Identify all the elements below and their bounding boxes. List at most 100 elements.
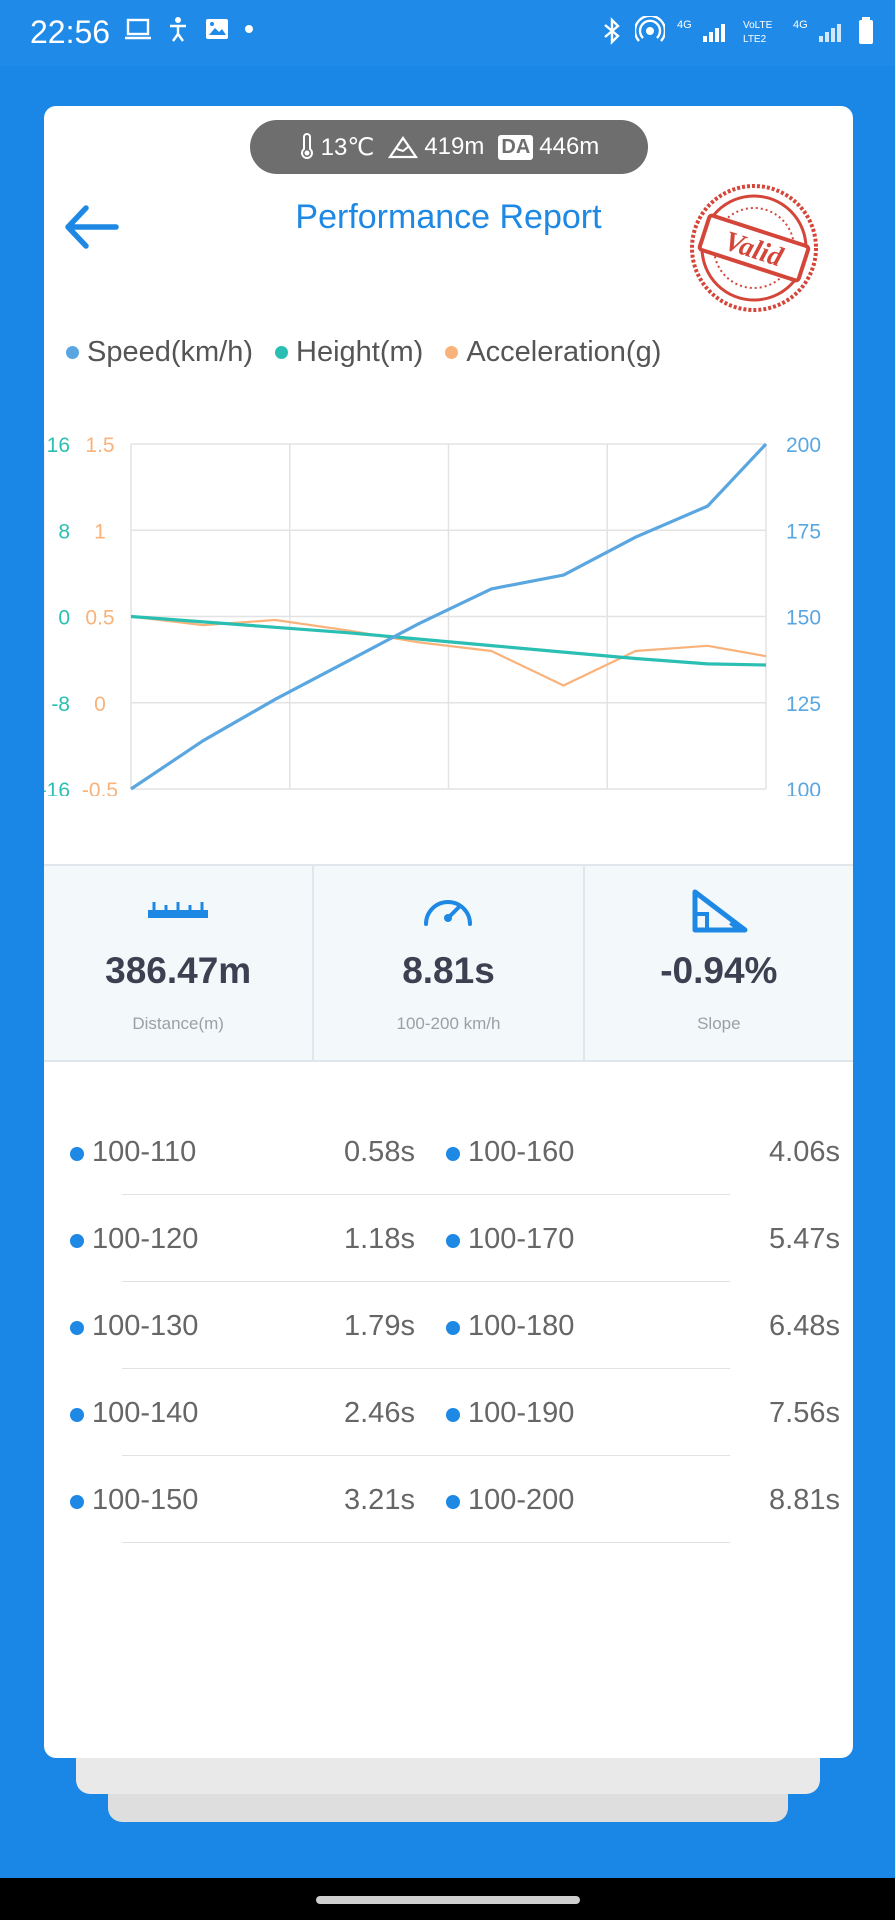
split-time: 1.18s — [344, 1223, 415, 1255]
bullet-icon — [446, 1147, 460, 1161]
valid-stamp-icon: Valid — [690, 184, 818, 312]
altitude-value: 419m — [424, 133, 485, 160]
density-altitude-value: 446m — [539, 133, 600, 160]
divider — [122, 1194, 730, 1195]
temperature-value: 13℃ — [320, 133, 375, 161]
split-range: 100-190 — [468, 1397, 575, 1429]
stat-distance: 386.47m Distance(m) — [44, 866, 312, 1060]
split-range: 100-200 — [468, 1484, 575, 1516]
dot-icon — [245, 25, 253, 33]
y-tick-acceleration: 0 — [94, 693, 106, 716]
y-tick-speed: 175 — [786, 520, 821, 543]
split-time: 5.47s — [769, 1223, 840, 1255]
series-line-height-m- — [130, 614, 767, 667]
legend-speed[interactable]: Speed(km/h) — [66, 336, 253, 369]
slope-icon — [692, 889, 748, 933]
report-card: 13℃ 419m DA 446m Performance Report Vali… — [44, 106, 853, 1758]
bullet-icon — [446, 1495, 460, 1509]
speedometer-icon — [424, 900, 473, 926]
split-time: 1.79s — [344, 1310, 415, 1342]
splits-list: 100-110 0.58s 100-160 4.06s 100-120 1.18… — [70, 1108, 840, 1543]
stat-time: 8.81s 100-200 km/h — [312, 866, 582, 1060]
bullet-icon — [70, 1234, 84, 1248]
bluetooth-icon — [604, 17, 620, 45]
split-range: 100-130 — [92, 1310, 199, 1342]
svg-text:4G: 4G — [677, 19, 692, 31]
weather-pill: 13℃ 419m DA 446m — [250, 120, 648, 174]
split-row: 100-150 3.21s 100-200 8.81s — [70, 1456, 840, 1543]
slope-value: -0.94% — [660, 950, 778, 991]
bullet-icon — [70, 1147, 84, 1161]
back-button[interactable] — [58, 194, 124, 260]
divider — [122, 1368, 730, 1369]
accessibility-icon — [170, 17, 186, 42]
split-range: 100-120 — [92, 1223, 199, 1255]
performance-chart: 16 8 0 -8 -16 1.5 1 0.5 0 -0.5 200 175 150 125 100 — [44, 434, 821, 796]
split-range: 100-140 — [92, 1397, 199, 1429]
page-title: Performance Report — [295, 198, 602, 236]
series-line-speed-km-h- — [130, 442, 768, 791]
battery-icon — [859, 17, 873, 44]
distance-value: 386.47m — [105, 950, 252, 991]
stats-band: 386.47m Distance(m) 8.81s 100-200 km/h — [44, 864, 853, 1062]
split-range: 100-150 — [92, 1484, 199, 1516]
divider — [122, 1542, 730, 1543]
time-value: 8.81s — [402, 950, 495, 991]
y-tick-speed: 200 — [786, 434, 821, 457]
split-time: 6.48s — [769, 1310, 840, 1342]
y-tick-height: -16 — [44, 779, 70, 796]
y-tick-height: -8 — [51, 693, 70, 716]
split-time: 7.56s — [769, 1397, 840, 1429]
split-time: 4.06s — [769, 1136, 840, 1168]
split-row: 100-130 1.79s 100-180 6.48s — [70, 1282, 840, 1369]
slope-label: Slope — [697, 1014, 741, 1033]
y-tick-acceleration: -0.5 — [82, 779, 118, 796]
da-badge: DA — [498, 134, 534, 160]
laptop-icon — [125, 18, 151, 40]
split-range: 100-170 — [468, 1223, 575, 1255]
y-tick-acceleration: 0.5 — [85, 607, 114, 630]
mountain-icon — [388, 136, 419, 159]
stat-slope: -0.94% Slope — [582, 866, 853, 1060]
divider — [122, 1281, 730, 1282]
y-tick-height: 16 — [47, 434, 70, 457]
y-tick-height: 8 — [58, 520, 70, 543]
bullet-icon — [446, 1408, 460, 1422]
bullet-icon — [70, 1495, 84, 1509]
y-tick-acceleration: 1.5 — [85, 434, 114, 457]
y-tick-speed: 150 — [786, 607, 821, 630]
y-tick-acceleration: 1 — [94, 520, 106, 543]
legend-acceleration[interactable]: Acceleration(g) — [445, 336, 661, 369]
bullet-icon — [70, 1408, 84, 1422]
svg-text:LTE2: LTE2 — [743, 34, 767, 45]
time-label: 100-200 km/h — [396, 1014, 501, 1033]
split-time: 8.81s — [769, 1484, 840, 1516]
bullet-icon — [446, 1321, 460, 1335]
y-tick-speed: 125 — [786, 693, 821, 716]
status-bar: 22:56 4G VoLTE LTE2 4G — [0, 0, 895, 66]
split-row: 100-120 1.18s 100-170 5.47s — [70, 1195, 840, 1282]
thermometer-icon — [300, 133, 313, 159]
y-tick-height: 0 — [58, 607, 70, 630]
split-range: 100-180 — [468, 1310, 575, 1342]
bullet-icon — [70, 1321, 84, 1335]
distance-label: Distance(m) — [132, 1014, 224, 1033]
svg-text:VoLTE: VoLTE — [743, 20, 773, 31]
home-gesture-handle[interactable] — [316, 1896, 580, 1904]
gallery-icon — [206, 19, 228, 39]
navigation-bar — [0, 1878, 895, 1920]
split-range: 100-160 — [468, 1136, 575, 1168]
chart-legend: Speed(km/h) Height(m) Acceleration(g) — [66, 336, 683, 369]
arrow-left-icon — [65, 205, 119, 249]
split-time: 3.21s — [344, 1484, 415, 1516]
legend-height[interactable]: Height(m) — [275, 336, 423, 369]
volte-icon: VoLTE LTE2 — [743, 20, 773, 45]
split-time: 2.46s — [344, 1397, 415, 1429]
split-row: 100-110 0.58s 100-160 4.06s — [70, 1108, 840, 1195]
status-time: 22:56 — [30, 14, 111, 50]
hotspot-icon — [635, 16, 665, 42]
signal-4g-icon: 4G — [677, 19, 725, 42]
split-row: 100-140 2.46s 100-190 7.56s — [70, 1369, 840, 1456]
ruler-icon — [148, 902, 209, 918]
series-line-acceleration-g- — [130, 615, 767, 687]
